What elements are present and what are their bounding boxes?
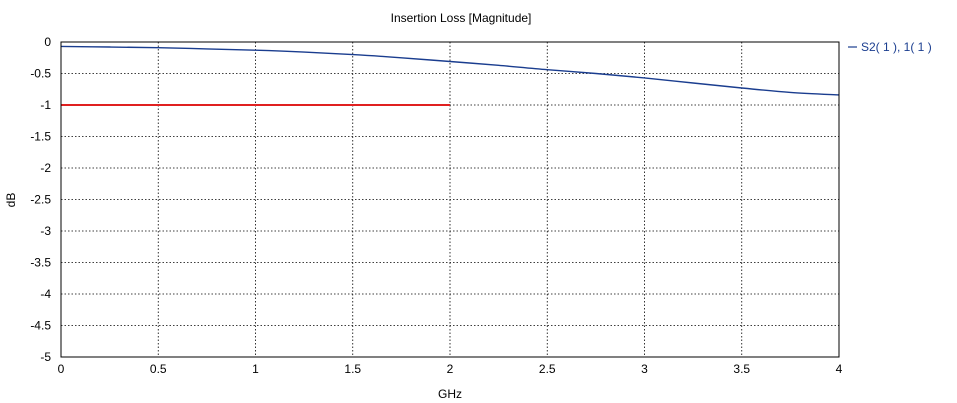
x-tick-label-1p5: 1.5 [344,362,361,376]
series-line-s2-1-1-1 [60,45,840,96]
x-tick-label-0p5: 0.5 [150,362,167,376]
y-tick-label-neg5: -5 [40,350,51,364]
y-tick-label-neg4p5: -4.5 [30,319,51,333]
y-tick-label-neg0p5: -0.5 [30,67,51,81]
y-tick-label-neg4: -4 [40,287,51,301]
x-tick-labels: 0 0.5 1 1.5 2 2.5 3 3.5 4 [58,362,843,376]
y-tick-label-neg3: -3 [40,224,51,238]
x-axis-label: GHz [438,387,462,401]
x-tick-label-2: 2 [447,362,454,376]
legend: S2( 1 ), 1( 1 ) [848,40,932,54]
x-tick-label-3p5: 3.5 [733,362,750,376]
y-tick-label-neg3p5: -3.5 [30,256,51,270]
y-tick-label-neg1p5: -1.5 [30,130,51,144]
x-tick-label-0: 0 [58,362,65,376]
y-tick-label-neg1: -1 [40,98,51,112]
plot-frame [60,41,840,358]
x-tick-label-4: 4 [836,362,843,376]
chart-title: Insertion Loss [Magnitude] [391,11,532,25]
x-tick-label-1: 1 [252,362,259,376]
series-lines [60,45,840,106]
y-tick-labels: 0 -0.5 -1 -1.5 -2 -2.5 -3 -3.5 -4 -4.5 -5 [30,35,51,364]
x-tick-label-2p5: 2.5 [539,362,556,376]
y-tick-label-0: 0 [44,35,51,49]
legend-label-s2-1-1-1: S2( 1 ), 1( 1 ) [861,40,932,54]
y-tick-label-neg2: -2 [40,161,51,175]
grid-lines [61,42,839,357]
x-tick-label-3: 3 [641,362,648,376]
y-tick-label-neg2p5: -2.5 [30,193,51,207]
y-axis-label: dB [4,193,18,208]
